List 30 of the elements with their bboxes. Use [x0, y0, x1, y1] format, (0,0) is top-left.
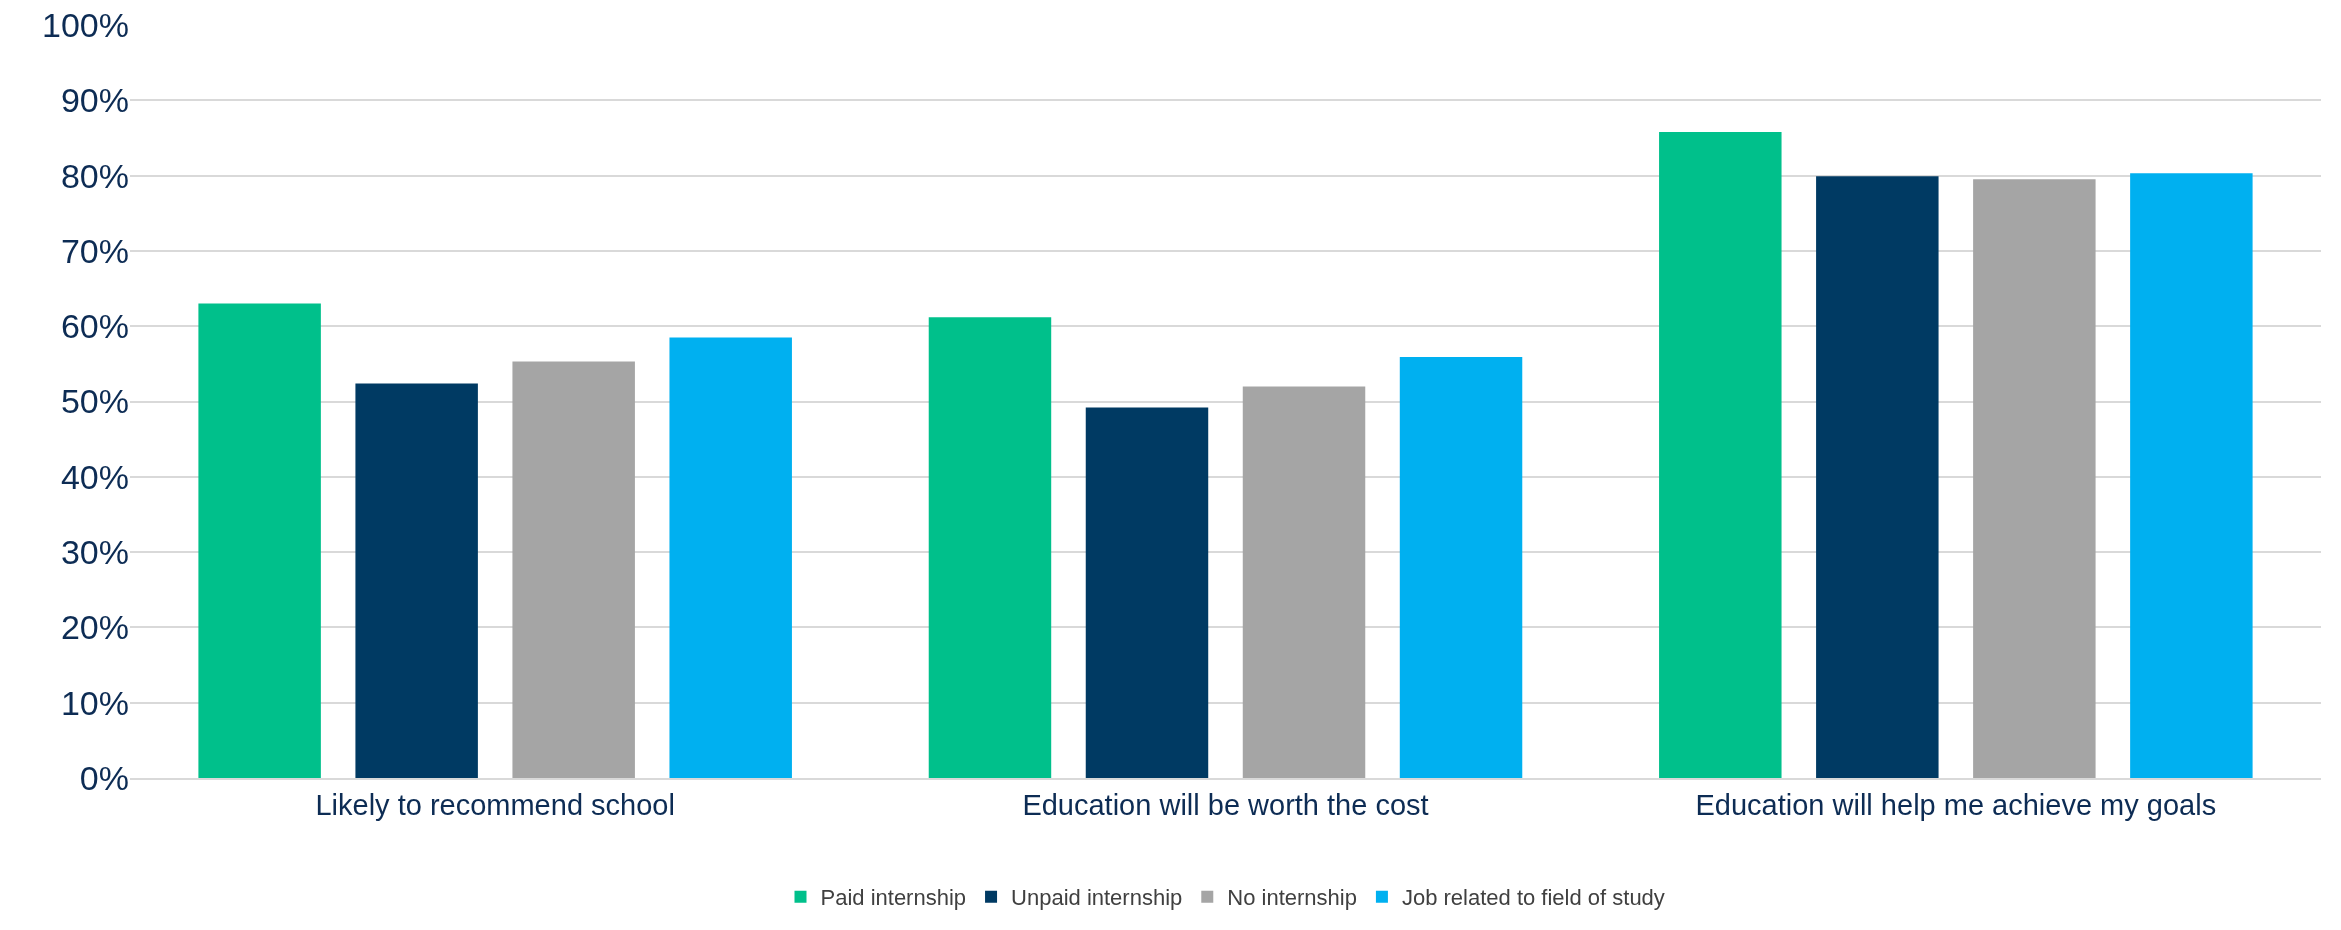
bar: [928, 317, 1052, 778]
y-tick-label: 100%: [42, 5, 129, 44]
bar: [1085, 407, 1209, 778]
y-tick-label: 80%: [60, 156, 129, 195]
y-tick-label: 0%: [79, 758, 129, 797]
x-tick-label: Education will help me achieve my goals: [1695, 788, 2217, 821]
bar: [198, 303, 321, 778]
bar: [1242, 386, 1366, 778]
bar: [1659, 131, 1782, 778]
y-tick-label: 90%: [60, 81, 129, 120]
y-tick-label: 70%: [60, 231, 129, 270]
bar: [1399, 357, 1523, 778]
y-tick-label: 10%: [60, 683, 129, 722]
x-tick-label: Likely to recommend school: [315, 788, 675, 821]
legend-label: Paid internship: [820, 885, 967, 911]
y-tick-label: 40%: [60, 457, 129, 496]
bar: [1816, 176, 1939, 778]
legend-label: No internship: [1227, 885, 1357, 911]
legend-label: Unpaid internship: [1011, 885, 1183, 911]
legend-label: Job related to field of study: [1401, 885, 1665, 911]
y-tick-label: 60%: [60, 307, 129, 346]
bar: [355, 383, 478, 778]
bar: [2130, 173, 2253, 778]
x-tick-label: Education will be worth the cost: [1022, 788, 1429, 821]
bar: [1973, 179, 2096, 778]
y-tick-label: 50%: [60, 382, 129, 421]
bar: [669, 337, 792, 778]
y-tick-label: 20%: [60, 608, 129, 647]
y-tick-label: 30%: [60, 533, 129, 571]
bar: [512, 361, 635, 778]
